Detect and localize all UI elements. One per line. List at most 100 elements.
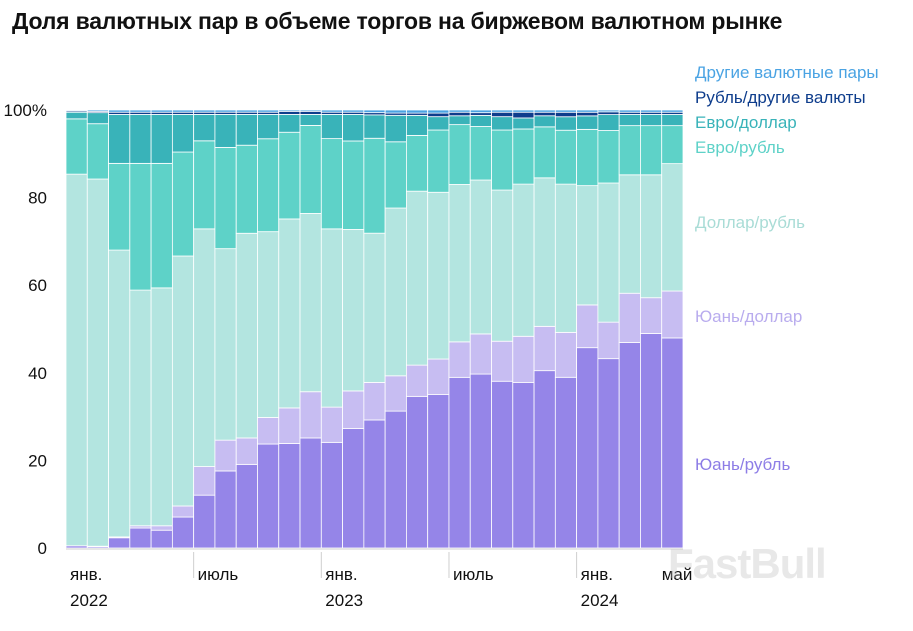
bar-segment — [661, 125, 684, 165]
bar-segment — [427, 116, 450, 131]
bar-segment — [320, 138, 343, 230]
bar-segment — [576, 109, 599, 113]
bar-segment — [257, 231, 280, 418]
bar-segment — [193, 228, 216, 467]
bar-segment — [640, 174, 663, 299]
bar-segment — [363, 232, 386, 383]
bar-segment — [214, 114, 237, 148]
bar-segment — [661, 114, 684, 127]
bar-segment — [129, 527, 152, 549]
bar-segment — [108, 109, 131, 113]
bar-segment — [618, 292, 641, 343]
bar-segment — [342, 140, 365, 230]
bar-segment — [491, 380, 514, 549]
bar-segment — [320, 406, 343, 443]
bar-segment — [448, 376, 471, 549]
bar-segment — [406, 190, 429, 366]
bar-segment — [469, 109, 492, 114]
bar-segment — [384, 207, 407, 377]
bar-segment — [235, 463, 258, 549]
bar-segment — [576, 111, 599, 117]
bar-segment — [512, 183, 535, 337]
bar-segment — [299, 114, 322, 126]
chart-title: Доля валютных пар в объеме торгов на бир… — [12, 8, 783, 34]
bar-segment — [342, 229, 365, 392]
bar-segment — [193, 466, 216, 496]
bar-segment — [171, 516, 195, 549]
watermark-logo: FastBull — [668, 540, 827, 587]
legend-label: Евро/доллар — [695, 113, 797, 132]
y-tick-label: 80 — [28, 189, 47, 208]
bar-segment — [86, 178, 109, 547]
y-tick-label: 60 — [28, 276, 47, 295]
x-tick-label: май — [662, 565, 693, 584]
legend-label: Юань/рубль — [695, 455, 790, 474]
legend-label: Рубль/другие валюты — [695, 88, 866, 107]
bar-segment — [235, 114, 258, 146]
bar-segment — [193, 109, 216, 113]
y-axis: 0 20 40 60 80 100% — [4, 101, 47, 558]
bar-segment — [320, 114, 343, 140]
bar-segment — [533, 126, 556, 179]
x-tick-label: июль — [453, 565, 494, 584]
bar-segment — [257, 114, 280, 140]
bar-segment — [86, 123, 109, 180]
bar-segment — [150, 162, 173, 289]
bar-segment — [469, 112, 492, 116]
bar-segment — [150, 287, 173, 527]
bar-segment — [427, 129, 450, 193]
bar-segment — [448, 115, 471, 126]
bar-segment — [214, 439, 237, 472]
bar-segment — [86, 109, 109, 112]
bar-segment — [363, 114, 386, 139]
bar-segment — [384, 410, 407, 549]
bar-segment — [491, 129, 514, 191]
bar-segment — [278, 218, 301, 409]
bar-segment — [342, 390, 365, 429]
bar-segment — [65, 111, 88, 120]
bar-segment — [554, 376, 578, 549]
bar-segment — [171, 505, 195, 518]
bar-segment — [533, 177, 556, 327]
bar-segment — [554, 109, 578, 113]
bar-segment — [469, 114, 492, 127]
bar-segment — [640, 125, 663, 176]
bar-segment — [533, 325, 556, 372]
bar-segment — [108, 162, 131, 251]
bar-segment — [108, 249, 131, 538]
bar-segment — [299, 437, 322, 549]
legend-label: Евро/рубль — [695, 138, 785, 157]
bar-segment — [363, 137, 386, 234]
bar-segment — [427, 109, 450, 114]
bar-segment — [554, 111, 578, 118]
bar-segment — [193, 140, 216, 230]
bar-segment — [512, 117, 535, 130]
bar-segment — [384, 114, 407, 143]
x-tick-year-label: 2024 — [581, 591, 619, 610]
bar-segment — [512, 111, 535, 119]
bar-segment — [257, 109, 280, 113]
bar-segment — [597, 182, 620, 323]
bar-segment — [235, 232, 258, 439]
x-tick-label: июль — [198, 565, 239, 584]
y-tick-label: 0 — [38, 539, 47, 558]
bar-segment — [193, 494, 216, 549]
legend-label: Другие валютные пары — [695, 63, 879, 82]
bar-segment — [469, 179, 492, 335]
bar-segment — [406, 364, 429, 397]
bar-segment — [86, 112, 109, 125]
bar-segment — [576, 128, 599, 187]
bar-segment — [214, 470, 237, 549]
bar-segment — [640, 333, 663, 549]
bar-segment — [363, 382, 386, 421]
bar-segment — [342, 428, 365, 549]
bar-segment — [576, 347, 599, 549]
bar-segment — [278, 131, 301, 220]
bar-segment — [320, 228, 343, 408]
bar-segment — [597, 111, 620, 115]
bar-segment — [299, 125, 322, 214]
bar-segment — [257, 417, 280, 445]
bar-segment — [491, 111, 514, 118]
x-tick-label: янв. — [70, 565, 102, 584]
